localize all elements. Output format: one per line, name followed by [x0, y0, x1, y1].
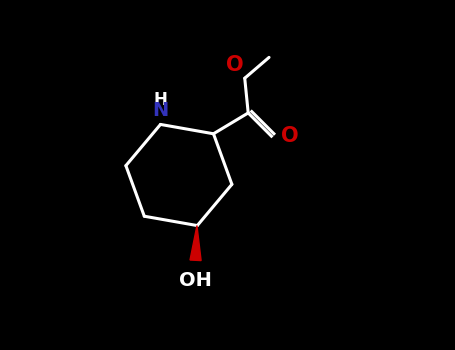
Polygon shape — [190, 225, 201, 260]
Text: O: O — [226, 55, 244, 75]
Text: N: N — [152, 101, 169, 120]
Text: OH: OH — [179, 271, 212, 290]
Text: H: H — [153, 91, 167, 109]
Text: O: O — [281, 126, 299, 146]
